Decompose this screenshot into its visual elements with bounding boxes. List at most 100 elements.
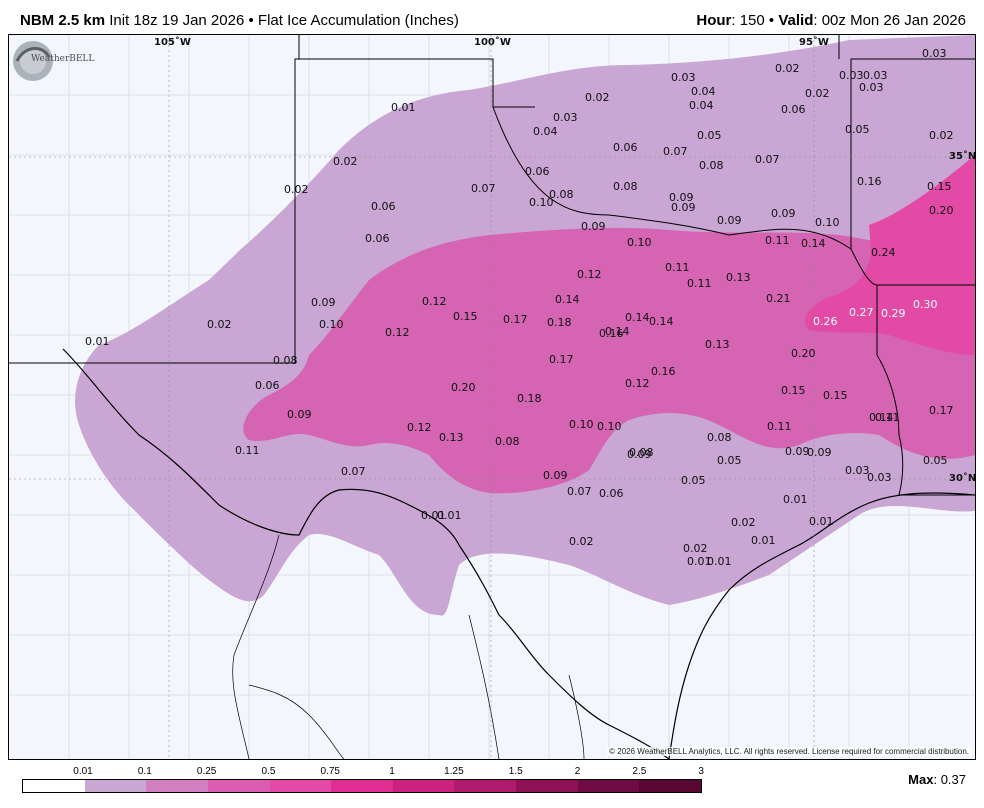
ice-value-label: 0.09 [287,408,312,421]
copyright-notice: © 2026 WeatherBELL Analytics, LLC. All r… [607,747,971,756]
ice-value-label: 0.01 [687,555,712,568]
ice-value-label: 0.04 [689,99,714,112]
ice-value-label: 0.09 [771,207,796,220]
legend-bar [22,779,702,793]
ice-value-label: 0.10 [319,318,344,331]
ice-value-label: 0.30 [913,298,938,311]
ice-value-label: 0.02 [284,183,309,196]
ice-value-label: 0.16 [651,365,676,378]
ice-value-label: 0.08 [629,446,654,459]
svg-text:WeatherBELL: WeatherBELL [31,54,94,64]
ice-value-label: 0.06 [781,103,806,116]
ice-value-label: 0.26 [813,315,838,328]
ice-value-label: 0.16 [599,327,624,340]
legend-swatch [392,780,455,792]
map-panel: 105˚W 100˚W 95˚W 35˚N 30˚N 0.03 0.02 0.03 0… [8,34,976,760]
ice-value-label: 0.09 [717,214,742,227]
ice-value-label: 0.01 [391,101,416,114]
title-left: NBM 2.5 km Init 18z 19 Jan 2026 • Flat I… [20,12,459,29]
legend-tick-label: 0.25 [196,766,217,777]
ice-value-label: 0.03 [839,69,864,82]
legend-swatch [23,780,85,792]
ice-value-label: 0.08 [549,188,574,201]
ice-value-label: 0.07 [471,182,496,195]
ice-value-label: 0.08 [707,431,732,444]
ice-value-label: 0.09 [785,445,810,458]
legend-tick-label: 1 [389,766,395,777]
legend-swatch [577,780,640,792]
ice-value-label: 0.01 [809,515,834,528]
legend-swatch [269,780,332,792]
ice-value-label: 0.02 [207,318,232,331]
ice-value-label: 0.02 [929,129,954,142]
max-value: 0.37 [940,772,966,787]
ice-value-label: 0.04 [691,85,716,98]
ice-value-label: 0.21 [766,292,791,305]
ice-value-label: 0.11 [665,261,690,274]
legend-tick-label: 2.5 [632,766,647,777]
ice-value-label: 0.05 [681,474,706,487]
ice-value-label: 0.01 [751,534,776,547]
ice-value-label: 0.12 [625,377,650,390]
ice-value-label: 0.09 [671,201,696,214]
ice-value-label: 0.09 [669,191,694,204]
ice-value-label: 0.15 [781,384,806,397]
ice-value-label: 0.12 [422,295,447,308]
ice-value-label: 0.11 [765,234,790,247]
ice-value-label: 0.17 [549,353,574,366]
ice-value-label: 0.10 [569,418,594,431]
ice-value-label: 0.18 [547,316,572,329]
ice-value-label: 0.09 [311,296,336,309]
ice-value-label: 0.24 [871,246,896,259]
legend-tick-label: 1.5 [508,766,523,777]
ice-value-label: 0.15 [823,389,848,402]
legend-swatch [516,780,578,792]
ice-value-label: 0.11 [235,444,260,457]
ice-value-label: 0.05 [845,123,870,136]
hour-value: 150 [739,12,765,29]
lat-label: 35˚N [949,150,975,162]
ice-value-label: 0.13 [705,338,730,351]
ice-value-label: 0.20 [791,347,816,360]
ice-value-label: 0.14 [605,325,630,338]
ice-value-label: 0.11 [687,277,712,290]
header: NBM 2.5 km Init 18z 19 Jan 2026 • Flat I… [0,0,984,34]
lat-label: 30˚N [949,472,975,484]
ice-value-label: 0.14 [555,293,580,306]
ice-value-label: 0.09 [627,448,652,461]
ice-value-label: 0.05 [697,129,722,142]
ice-value-label: 0.15 [927,180,952,193]
ice-value-label: 0.02 [569,535,594,548]
weatherbell-logo: WeatherBELL [13,41,94,81]
ice-value-label: 0.02 [805,87,830,100]
state-boundaries [9,35,975,496]
ice-value-label: 0.18 [517,392,542,405]
ice-value-label: 0.01 [783,493,808,506]
ice-value-label: 0.01 [421,509,446,522]
max-value-box: Max: 0.37 [908,772,966,787]
ice-value-label: 0.02 [333,155,358,168]
international-border [62,348,670,759]
legend-tick-label: 0.5 [261,766,276,777]
ice-value-label: 0.02 [585,91,610,104]
ice-value-label: 0.20 [451,381,476,394]
ice-value-label: 0.08 [273,354,298,367]
ice-value-label: 0.06 [255,379,280,392]
ice-value-label: 0.15 [453,310,478,323]
product-name: Flat Ice Accumulation (Inches) [257,12,459,29]
lon-label: 95˚W [799,36,829,48]
mexico-states [232,534,585,759]
ice-value-label: 0.06 [599,487,624,500]
lon-label: 100˚W [474,36,511,48]
ice-value-label: 0.09 [807,446,832,459]
ice-value-label: 0.11 [875,411,900,424]
ice-value-label: 0.02 [775,62,800,75]
legend-swatch [639,780,702,792]
ice-value-label: 0.08 [699,159,724,172]
ice-value-label: 0.14 [625,311,650,324]
ice-value-label: 0.07 [663,145,688,158]
ice-value-label: 0.03 [922,47,947,60]
ice-value-label: 0.16 [857,175,882,188]
ice-value-label: 0.06 [365,232,390,245]
color-legend: 0.01 0.1 0.25 0.5 0.75 1 1.25 1.5 2 2.5 3 [22,766,704,794]
